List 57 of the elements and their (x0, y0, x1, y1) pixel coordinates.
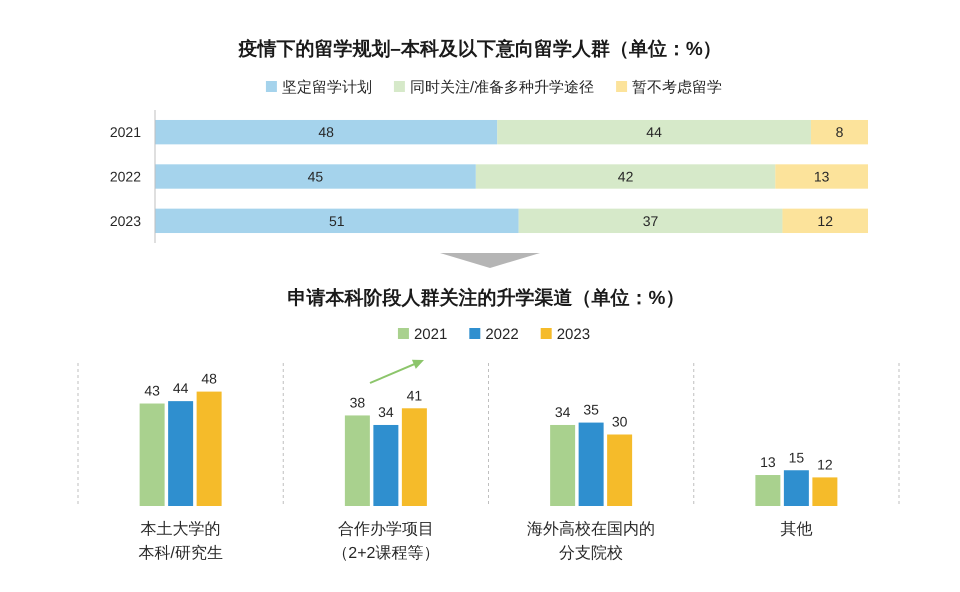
data-label: 13 (814, 168, 830, 184)
legend-label: 2022 (485, 326, 519, 343)
bar (784, 470, 809, 506)
bar (155, 208, 519, 234)
x-tick-label: 海外高校在国内的分支院校 (527, 520, 656, 562)
bar (810, 120, 868, 144)
data-label: 48 (201, 370, 218, 387)
bar (812, 477, 838, 506)
data-label: 13 (760, 454, 776, 470)
data-label: 44 (646, 124, 662, 140)
bar (607, 434, 632, 506)
bar (755, 475, 780, 506)
bar (373, 424, 398, 506)
bar (550, 424, 576, 506)
chart-title: 疫情下的留学规划–本科及以下意向留学人群（单位：%） (237, 38, 722, 60)
y-tick-label: 2021 (110, 124, 142, 140)
chart-title: 申请本科阶段人群关注的升学渠道（单位：%） (288, 287, 684, 309)
data-label: 12 (817, 456, 833, 472)
legend-label: 2023 (556, 326, 590, 343)
data-label: 41 (406, 387, 422, 404)
legend-label: 坚定留学计划 (282, 79, 372, 96)
data-label: 37 (642, 212, 659, 229)
data-label: 48 (318, 124, 334, 140)
data-label: 44 (172, 380, 189, 396)
bar (476, 164, 776, 189)
data-label: 30 (612, 414, 628, 430)
bar (402, 408, 427, 506)
legend-label: 同时关注/准备多种升学途径 (410, 79, 594, 96)
bar (168, 401, 194, 506)
data-label: 15 (788, 449, 804, 466)
x-tick-label: 其他 (780, 520, 812, 538)
bar (775, 164, 868, 189)
data-label: 8 (836, 124, 844, 140)
y-tick-label: 2023 (110, 212, 142, 229)
bar (196, 392, 222, 506)
data-label: 45 (308, 168, 324, 184)
data-label: 34 (554, 404, 571, 420)
bar (140, 404, 165, 506)
x-tick-label: 本土大学的本科/研究生 (138, 520, 223, 562)
data-label: 51 (329, 212, 345, 229)
bar (578, 422, 604, 506)
data-label: 34 (378, 404, 394, 420)
bar (344, 415, 370, 506)
data-label: 35 (583, 402, 600, 418)
legend-label: 暂不考虑留学 (632, 79, 722, 96)
data-label: 43 (144, 382, 160, 399)
legend-label: 2021 (414, 326, 448, 343)
bar (497, 120, 811, 144)
data-label: 12 (817, 212, 834, 229)
y-tick-label: 2022 (110, 168, 142, 184)
data-label: 42 (618, 168, 634, 184)
x-tick-label: 合作办学项目（2+2课程等） (332, 520, 440, 562)
bar (155, 120, 498, 144)
bar (155, 164, 476, 189)
bar (518, 208, 782, 234)
bar (782, 208, 868, 234)
data-label: 38 (350, 394, 366, 410)
